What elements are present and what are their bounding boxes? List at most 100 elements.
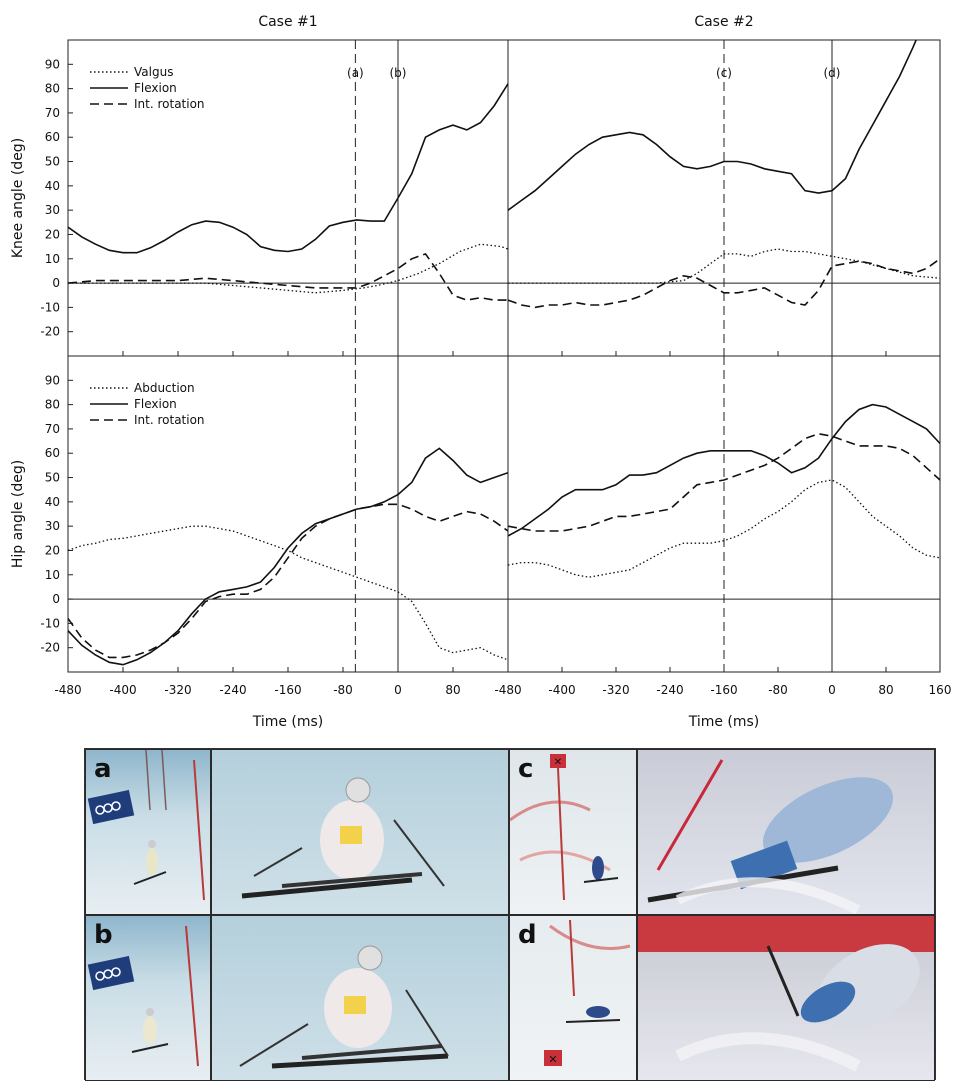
skier-c-body	[592, 856, 604, 880]
x-tick-label-hip-case2: 80	[878, 683, 893, 697]
x-tick-label-hip-case1: -400	[109, 683, 136, 697]
x-tick-label-hip-case2: 0	[828, 683, 836, 697]
legend-label-knee: Flexion	[134, 81, 177, 95]
gate-pole-a	[194, 760, 204, 900]
x-tick-label-hip-case2: -160	[710, 683, 737, 697]
event-marker-label: (a)	[347, 66, 364, 80]
y-tick-label-knee: 80	[45, 82, 60, 96]
red-snow-line-c	[510, 802, 590, 820]
y-tick-label-hip: 0	[52, 592, 60, 606]
x-axis-label-case1: Time (ms)	[252, 714, 324, 730]
y-tick-label-hip: 50	[45, 471, 60, 485]
skier-a-bib	[340, 826, 362, 844]
frame-a-wide: a	[85, 749, 211, 915]
event-marker-label: (b)	[390, 66, 407, 80]
series-line-knee-case1-int-rotation	[68, 254, 508, 300]
event-marker-label: (d)	[824, 66, 841, 80]
skier-a-helmet	[346, 778, 370, 802]
x-tick-label-hip-case2: -240	[656, 683, 683, 697]
legend-label-hip: Flexion	[134, 397, 177, 411]
fence-post-a1	[146, 750, 150, 810]
y-tick-label-hip: 60	[45, 446, 60, 460]
red-snow-line-d	[550, 926, 630, 949]
y-tick-label-knee: 40	[45, 179, 60, 193]
hip-y-axis-label: Hip angle (deg)	[10, 460, 26, 568]
skier-b-body	[143, 1016, 157, 1044]
knee-y-axis-label: Knee angle (deg)	[10, 138, 26, 258]
y-tick-label-hip: 10	[45, 568, 60, 582]
legend-label-knee: Valgus	[134, 65, 173, 79]
skier-a-pole2	[254, 848, 302, 876]
x-tick-label-hip-case1: 80	[445, 683, 460, 697]
legend-label-knee: Int. rotation	[134, 97, 205, 111]
y-tick-label-hip: -20	[40, 641, 60, 655]
skier-d-pole	[768, 946, 798, 1016]
skier-b-head	[146, 1008, 154, 1016]
snow-spray-c	[678, 882, 858, 910]
y-tick-label-knee: 0	[52, 276, 60, 290]
event-marker-label: (c)	[716, 66, 732, 80]
skier-b-helmet	[358, 946, 382, 970]
x-tick-label-hip-case2: -480	[494, 683, 521, 697]
skier-b-ski	[132, 1044, 168, 1052]
frame-c-close	[637, 749, 935, 915]
gate-pole-b	[186, 926, 198, 1066]
x-tick-label-hip-case1: 0	[394, 683, 402, 697]
legend-label-hip: Int. rotation	[134, 413, 205, 427]
x-tick-label-hip-case2: 160	[929, 683, 952, 697]
gate-pole-c	[558, 768, 564, 900]
series-line-knee-case2-flexion	[508, 16, 927, 211]
skier-b-bib	[344, 996, 366, 1014]
skier-c-close-image	[638, 750, 935, 915]
y-tick-label-hip: 40	[45, 495, 60, 509]
frame-d-close	[637, 915, 935, 1081]
case2-title: Case #2	[694, 14, 753, 30]
y-tick-label-hip: 80	[45, 398, 60, 412]
case1-title: Case #1	[258, 14, 317, 30]
y-tick-label-hip: -10	[40, 616, 60, 630]
x-tick-label-hip-case2: -320	[602, 683, 629, 697]
skier-a-head	[148, 840, 156, 848]
frame-a-close	[211, 749, 509, 915]
frame-label-d: d	[518, 920, 537, 950]
y-tick-label-knee: 50	[45, 155, 60, 169]
skier-d-close-image	[638, 916, 935, 1081]
skier-d-ski	[566, 1020, 620, 1022]
legend-label-hip: Abduction	[134, 381, 195, 395]
x-tick-label-hip-case1: -80	[333, 683, 353, 697]
x-tick-label-hip-case1: -160	[274, 683, 301, 697]
y-tick-label-hip: 90	[45, 373, 60, 387]
frame-d-wide: ✕ d	[509, 915, 637, 1081]
y-tick-label-hip: 70	[45, 422, 60, 436]
gate-flag-c-mark: ✕	[554, 757, 562, 768]
y-tick-label-knee: 10	[45, 252, 60, 266]
x-tick-label-hip-case2: -400	[548, 683, 575, 697]
x-tick-label-hip-case1: -240	[219, 683, 246, 697]
x-axis-label-case2: Time (ms)	[688, 714, 760, 730]
x-tick-label-hip-case1: -320	[164, 683, 191, 697]
y-tick-label-hip: 30	[45, 519, 60, 533]
skier-c-ski	[584, 878, 618, 882]
skier-b-close-image	[212, 916, 509, 1081]
y-tick-label-knee: 70	[45, 106, 60, 120]
sponsor-banner-a	[88, 790, 134, 824]
y-tick-label-knee: 90	[45, 57, 60, 71]
series-line-hip-case1-abduction	[68, 526, 508, 660]
gate-pole-d	[570, 920, 574, 996]
skier-b-ski-left	[272, 1056, 448, 1066]
video-frames-grid: a ✕ c	[84, 748, 936, 1080]
frame-c-wide: ✕ c	[509, 749, 637, 915]
skier-d-body	[586, 1006, 610, 1018]
x-tick-label-hip-case1: -480	[54, 683, 81, 697]
frame-label-c: c	[518, 754, 533, 784]
y-tick-label-knee: -20	[40, 325, 60, 339]
series-line-hip-case1-int-rotation	[68, 504, 508, 657]
skier-a-body	[146, 848, 158, 876]
skier-b-pole2	[240, 1024, 308, 1066]
biomechanics-chart: Case #1 Case #2 Knee angle (deg) Hip ang…	[0, 0, 959, 740]
skier-a-close-image	[212, 750, 509, 915]
x-tick-label-hip-case2: -80	[768, 683, 788, 697]
skier-c-pole	[658, 760, 722, 870]
y-tick-label-knee: 30	[45, 203, 60, 217]
y-tick-label-knee: -10	[40, 300, 60, 314]
